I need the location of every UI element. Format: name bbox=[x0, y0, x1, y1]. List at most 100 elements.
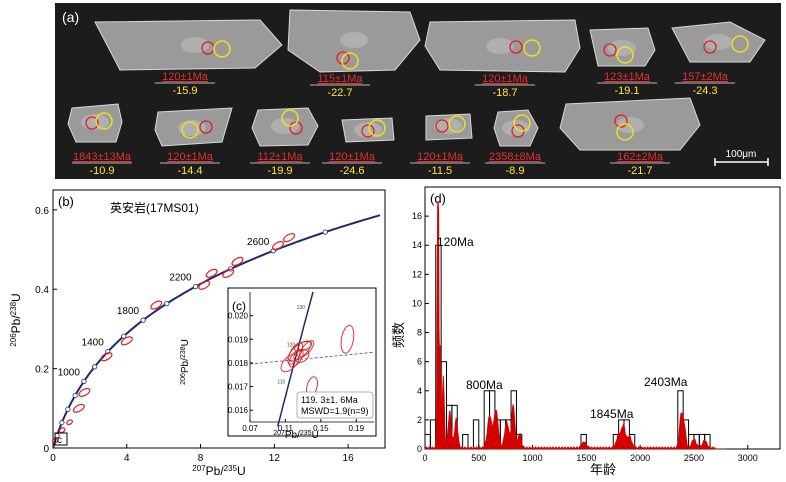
u-pb-spot bbox=[361, 124, 375, 138]
peak-label-120: 120Ma bbox=[437, 235, 474, 249]
grain-age: 157±2Ma bbox=[682, 71, 729, 83]
sample-name: 英安岩(17MS01) bbox=[110, 200, 199, 215]
y-tick-label: 0 bbox=[417, 444, 422, 454]
x-tick-label: 12 bbox=[269, 453, 281, 464]
panel-c-xlabel: 207Pb/235U bbox=[273, 430, 319, 442]
concordia-marker bbox=[92, 364, 98, 370]
panel-c-label: (c) bbox=[232, 299, 246, 313]
x-tick-label: 0.15 bbox=[313, 424, 329, 433]
panel-c-axes: 0.07 0.11 0.15 0.19 0.016 0.017 0.018 0.019 0.02… bbox=[228, 292, 374, 433]
grain-ehf: -18.7 bbox=[492, 87, 517, 99]
grain-zoning bbox=[271, 118, 299, 134]
probability-density bbox=[424, 201, 727, 450]
zoom-box bbox=[54, 432, 68, 446]
concordia-marker bbox=[164, 301, 170, 307]
concordia-curve bbox=[52, 214, 381, 449]
data-ellipse bbox=[72, 403, 85, 413]
data-ellipse bbox=[288, 349, 304, 368]
grain-ehf: -10.9 bbox=[89, 165, 114, 177]
x-tick-label: 0 bbox=[50, 453, 56, 464]
concordia-marker bbox=[65, 406, 71, 412]
u-pb-spot bbox=[703, 40, 717, 54]
data-ellipse bbox=[294, 341, 313, 352]
y-tick-label: 0 bbox=[43, 444, 49, 455]
y-tick-label: 16 bbox=[412, 211, 422, 221]
y-tick-label: 0.017 bbox=[228, 383, 249, 392]
y-tick-label: 4 bbox=[417, 386, 422, 396]
panel-a-label: (a) bbox=[62, 9, 79, 25]
u-pb-spot bbox=[85, 116, 99, 130]
x-tick-label: 0.19 bbox=[348, 424, 364, 433]
grain-age: 120±1Ma bbox=[482, 73, 529, 85]
u-pb-spot bbox=[435, 119, 449, 133]
u-pb-spot bbox=[199, 120, 213, 134]
concordia-age-label: 2200 bbox=[169, 273, 192, 284]
panel-b-ylabel: 206Pb/238U bbox=[9, 293, 24, 346]
data-ellipse bbox=[78, 387, 91, 397]
x-tick-label: 1000 bbox=[523, 453, 543, 463]
y-tick-label: 6 bbox=[417, 357, 422, 367]
y-tick-label: 10 bbox=[412, 298, 422, 308]
zircon-grains: 120±1Ma -15.9 115±1Ma -22.7 120±1Ma -18.7 123±… bbox=[67, 9, 766, 177]
x-tick-label: 2500 bbox=[684, 453, 704, 463]
data-ellipse bbox=[293, 348, 310, 363]
concordia-marker bbox=[59, 419, 65, 426]
concordia-marker bbox=[322, 229, 328, 235]
data-ellipse bbox=[231, 256, 244, 267]
y-tick-label: 0.020 bbox=[228, 312, 249, 321]
y-tick-label: 0.4 bbox=[35, 285, 49, 296]
data-ellipse bbox=[205, 268, 218, 278]
grain-zoning bbox=[486, 38, 514, 54]
curve-age-label: 120 bbox=[287, 342, 296, 348]
concordia-marker bbox=[81, 378, 87, 384]
concordia-marker bbox=[121, 333, 127, 339]
concordia-age-label: 1400 bbox=[82, 338, 105, 349]
y-tick-label: 8 bbox=[417, 328, 422, 338]
data-ellipse bbox=[58, 427, 66, 434]
panel-b-label: (b) bbox=[58, 194, 74, 209]
concordia-age-label: 2600 bbox=[247, 237, 270, 248]
concordia-age-label: 1000 bbox=[58, 367, 81, 378]
y-tick-label: 12 bbox=[412, 269, 422, 279]
y-tick-label: 14 bbox=[412, 240, 422, 250]
grain-age: 120±1Ma bbox=[329, 151, 376, 163]
x-tick-label: 16 bbox=[343, 453, 355, 464]
y-tick-label: 0.019 bbox=[228, 335, 249, 344]
concordia-marker bbox=[72, 392, 78, 399]
data-ellipse bbox=[150, 300, 163, 310]
panel-b-xlabel: 207Pb/235U bbox=[192, 464, 245, 479]
grain-ehf: -24.3 bbox=[692, 85, 717, 97]
data-ellipse bbox=[299, 340, 315, 358]
panel-a: (a) 120±1Ma -15.9 115±1Ma -22.7 120±1Ma -18.7… bbox=[55, 3, 781, 179]
data-ellipse bbox=[66, 419, 73, 426]
grain-ehf: -24.6 bbox=[339, 165, 364, 177]
concordia-marker bbox=[192, 283, 199, 290]
data-ellipse bbox=[283, 233, 296, 243]
age-result: 119. 3±1. 6Ma bbox=[301, 395, 358, 405]
x-tick-label: 0.07 bbox=[242, 424, 258, 433]
u-pb-spot bbox=[289, 121, 303, 135]
data-ellipse bbox=[222, 268, 235, 278]
grain-ehf: -8.9 bbox=[506, 165, 525, 177]
data-ellipse bbox=[272, 241, 285, 251]
hf-spot bbox=[448, 115, 466, 133]
grain-ehf: -19.9 bbox=[267, 165, 292, 177]
grain-ehf: -11.5 bbox=[428, 165, 452, 177]
mean-line bbox=[249, 351, 375, 365]
y-tick-label: 0.2 bbox=[35, 365, 49, 376]
x-tick-label: 8 bbox=[198, 453, 204, 464]
grain-ehf: -15.9 bbox=[172, 85, 197, 97]
hf-spot bbox=[731, 35, 749, 53]
curve-age-label: 110 bbox=[277, 380, 285, 386]
peak-label-2403: 2403Ma bbox=[644, 375, 688, 389]
grain-ehf: -14.4 bbox=[177, 165, 202, 177]
hf-spot bbox=[616, 123, 634, 141]
grain-zoning bbox=[704, 34, 732, 50]
x-tick-label: 0 bbox=[422, 453, 427, 463]
grain-age: 120±1Ma bbox=[417, 151, 464, 163]
panel-c: (c) 0.07 0.11 0.15 0.19 0.016 0.017 0.018 0.019… bbox=[180, 287, 377, 442]
hf-spot bbox=[523, 39, 541, 57]
data-ellipse bbox=[340, 324, 355, 354]
data-ellipse bbox=[100, 352, 113, 362]
